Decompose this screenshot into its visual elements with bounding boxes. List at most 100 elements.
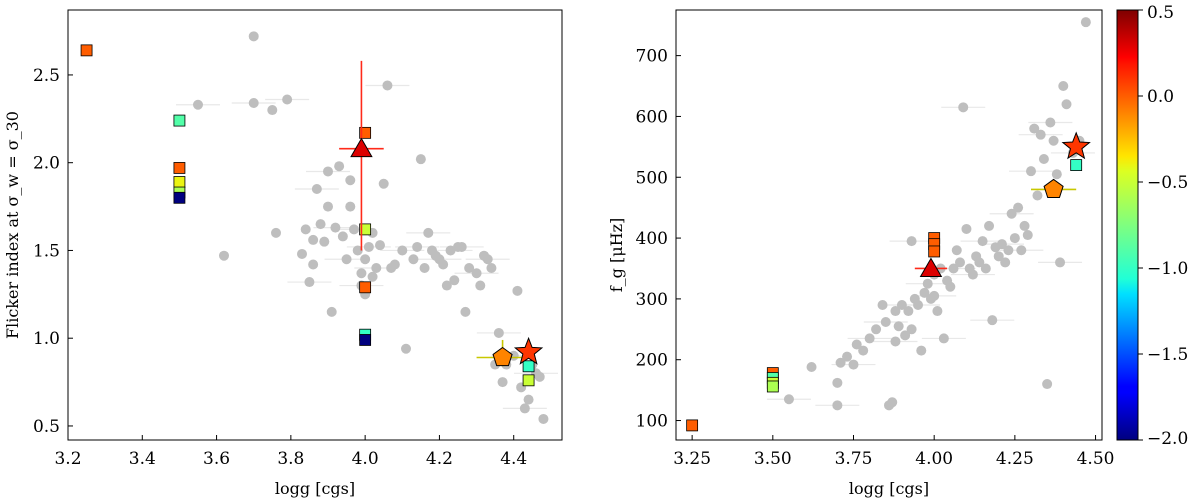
right-triangle-marker — [919, 257, 943, 277]
left-background-point — [193, 99, 203, 110]
right-background-point — [851, 339, 862, 350]
right-background-point — [1042, 379, 1053, 390]
right-background-point — [1080, 17, 1091, 28]
left-square-markers — [80, 44, 535, 387]
left-background-point — [308, 259, 319, 270]
left-background-point — [345, 201, 356, 212]
left-background-point — [534, 371, 545, 382]
right-y-axis-ticks: 100 200 300 400 500 600 700 — [636, 47, 681, 432]
right-square-marker — [766, 380, 779, 393]
left-background-point — [378, 178, 389, 189]
right-highlight-markers — [914, 131, 1091, 277]
left-background-point — [464, 263, 475, 273]
right-background-point — [1022, 230, 1033, 241]
left-background-point — [493, 327, 504, 338]
left-background-point — [423, 227, 434, 238]
right-x-axis-ticks: 3.25 3.50 3.75 4.00 4.25 4.50 — [673, 435, 1114, 469]
left-background-point — [375, 240, 385, 251]
left-xtick-label: 4.4 — [500, 449, 527, 469]
right-background-point — [880, 317, 891, 328]
left-background-point — [401, 343, 411, 354]
right-background-point — [980, 263, 991, 274]
right-background-point — [922, 278, 933, 289]
right-background-point — [955, 257, 965, 268]
left-background-point — [248, 98, 259, 109]
right-background-point — [864, 333, 875, 344]
left-background-point — [271, 227, 281, 238]
colorbar-tick-label: −1.0 — [1147, 259, 1188, 279]
left-highlight-markers — [339, 60, 544, 367]
left-background-point — [304, 277, 315, 288]
left-background-point — [319, 236, 330, 247]
left-background-point — [267, 105, 278, 116]
right-background-point — [1029, 123, 1040, 134]
left-background-point — [326, 306, 337, 317]
right-background-point — [890, 336, 901, 347]
left-background-point — [397, 245, 408, 256]
colorbar-frame — [1116, 9, 1139, 441]
right-xtick-label: 3.25 — [673, 449, 711, 469]
left-background-point — [471, 268, 482, 279]
right-background-point — [1035, 129, 1046, 140]
right-background-point — [932, 306, 943, 317]
right-background-point — [961, 223, 972, 234]
left-xtick-label: 3.4 — [129, 449, 156, 469]
left-plot-frame — [67, 9, 563, 441]
left-background-point — [519, 403, 530, 414]
left-square-marker — [359, 281, 372, 294]
right-background-point — [913, 299, 924, 310]
left-background-point — [445, 245, 456, 256]
right-background-point — [977, 236, 988, 247]
right-xtick-label: 4.00 — [915, 449, 953, 469]
left-background-points — [193, 31, 549, 424]
left-background-point — [323, 201, 333, 212]
left-x-axis-ticks: 3.2 3.4 3.6 3.8 4.0 4.2 4.4 — [54, 435, 527, 469]
left-ytick-label: 1.5 — [33, 241, 60, 261]
left-square-marker — [359, 126, 372, 139]
right-background-point — [835, 357, 846, 368]
left-background-point — [334, 161, 345, 172]
left-background-point — [389, 259, 400, 270]
right-background-point — [967, 269, 978, 280]
right-xtick-label: 4.50 — [1077, 449, 1115, 469]
left-triangle-marker — [350, 137, 373, 158]
right-background-point — [1045, 117, 1056, 128]
colorbar-tick-label: −0.5 — [1147, 173, 1188, 193]
right-square-marker — [928, 245, 941, 258]
right-square-markers — [686, 159, 1083, 432]
left-background-point — [323, 166, 333, 177]
left-x-axis-label: logg [cgs] — [275, 479, 355, 498]
left-y-axis-label: Flicker index at σ_w = σ_30 — [3, 111, 22, 339]
left-background-point — [523, 394, 534, 405]
left-y-axis-ticks: 0.5 1.0 1.5 2.0 2.5 — [33, 66, 73, 437]
right-background-point — [887, 397, 898, 408]
left-background-point — [486, 263, 497, 273]
left-background-point — [349, 224, 359, 235]
right-background-point — [987, 315, 998, 326]
right-background-point — [1013, 202, 1024, 213]
left-background-point — [315, 219, 326, 230]
right-ytick-label: 100 — [636, 412, 668, 432]
right-square-marker — [1070, 159, 1083, 171]
right-square-marker — [686, 419, 699, 432]
right-chart-panel: 3.25 3.50 3.75 4.00 4.25 4.50 100 200 300 400 500… — [607, 9, 1114, 498]
right-ytick-label: 700 — [636, 47, 668, 67]
right-xtick-label: 4.25 — [996, 449, 1034, 469]
right-background-point — [1051, 169, 1062, 180]
left-background-point — [363, 241, 374, 252]
right-xtick-label: 3.75 — [835, 449, 873, 469]
right-background-point — [896, 299, 907, 310]
right-background-point — [832, 377, 843, 388]
right-background-point — [945, 281, 956, 292]
colorbar-tick-label: −1.5 — [1147, 345, 1188, 365]
left-xtick-label: 4.0 — [352, 449, 379, 469]
right-background-point — [984, 220, 995, 231]
left-background-point — [475, 280, 486, 291]
left-background-point — [308, 234, 319, 245]
left-background-point — [408, 254, 419, 265]
right-background-point — [1003, 245, 1014, 256]
left-background-point — [367, 271, 378, 282]
colorbar-ticks: 0.5 0.0 −0.5 −1.0 −1.5 −2.0 — [1138, 3, 1188, 449]
right-background-point — [958, 102, 969, 113]
